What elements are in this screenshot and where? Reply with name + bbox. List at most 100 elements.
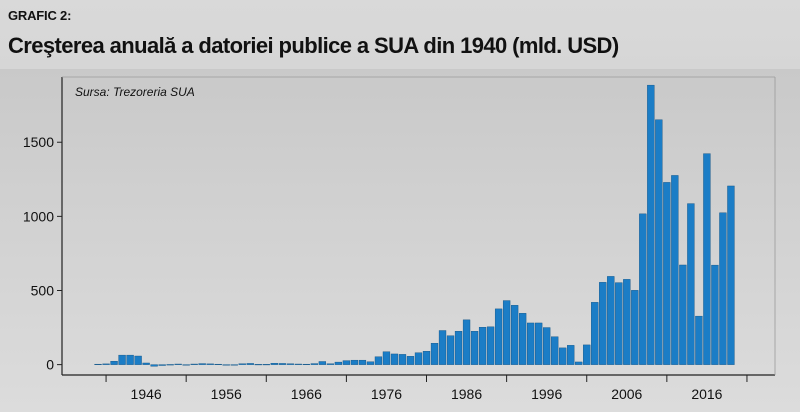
bar-1983 xyxy=(438,330,447,365)
bar-1982 xyxy=(430,343,439,365)
bar-1949 xyxy=(166,364,174,366)
bar-2004 xyxy=(607,276,615,365)
bar-1960 xyxy=(254,364,262,366)
figure-label: GRAFIC 2: xyxy=(8,8,72,23)
bar-1993 xyxy=(519,313,527,365)
bar-1968 xyxy=(318,361,327,365)
bar-1989 xyxy=(486,326,495,365)
x-tick-label: 1956 xyxy=(211,386,242,402)
bar-1962 xyxy=(270,363,278,365)
bar-1964 xyxy=(286,363,294,365)
bar-2018 xyxy=(719,212,727,365)
bar-1987 xyxy=(470,331,479,365)
bar-2009 xyxy=(647,84,655,365)
bar-1959 xyxy=(246,363,254,365)
bar-2003 xyxy=(599,282,607,365)
chart-panel: 0 500 1000 1500 1946 1956 1966 1976 1986 1996 200… xyxy=(0,69,800,412)
bar-1943 xyxy=(118,354,126,365)
bar-1955 xyxy=(214,363,222,365)
bar-1974 xyxy=(366,361,375,365)
bar-2011 xyxy=(663,182,671,365)
y-ticks-group: 0 500 1000 1500 xyxy=(23,134,62,373)
bar-2016 xyxy=(703,153,711,365)
bar-1985 xyxy=(454,331,463,365)
bar-1994 xyxy=(527,322,535,365)
bar-1996 xyxy=(543,327,551,365)
bar-1999 xyxy=(567,345,575,365)
bar-1967 xyxy=(310,363,319,365)
bar-1954 xyxy=(206,363,214,365)
x-tick-label: 1986 xyxy=(451,386,482,402)
bar-2019 xyxy=(727,185,735,365)
bar-1945 xyxy=(134,355,142,365)
bar-1956 xyxy=(222,364,230,366)
bar-1984 xyxy=(446,335,455,365)
bar-1946 xyxy=(142,362,150,365)
bar-1973 xyxy=(358,359,367,365)
bar-1971 xyxy=(342,360,351,365)
bar-1950 xyxy=(174,363,182,365)
bar-2007 xyxy=(631,290,639,365)
x-tick-label: 1976 xyxy=(371,386,402,402)
x-tick-label: 1966 xyxy=(291,386,322,402)
bar-2014 xyxy=(687,203,695,365)
bar-1988 xyxy=(478,327,487,365)
bar-1965 xyxy=(294,363,302,365)
bar-1979 xyxy=(406,356,415,365)
bar-1970 xyxy=(334,361,343,365)
bar-1992 xyxy=(510,305,519,365)
bar-1981 xyxy=(422,351,431,365)
x-tick-label: 1996 xyxy=(531,386,562,402)
bar-2005 xyxy=(615,282,623,365)
y-tick-label: 1000 xyxy=(23,208,54,224)
bar-1947 xyxy=(150,364,158,367)
bar-1940 xyxy=(94,363,102,365)
bar-1951 xyxy=(182,364,190,366)
bar-2012 xyxy=(671,175,679,365)
bar-1952 xyxy=(190,363,198,365)
y-tick-label: 1500 xyxy=(23,134,54,150)
bar-1948 xyxy=(158,364,166,366)
bar-chart: 0 500 1000 1500 1946 1956 1966 1976 1986 1996 200… xyxy=(23,76,776,402)
bar-1975 xyxy=(374,356,383,365)
bar-1957 xyxy=(230,364,238,366)
x-ticks-group: 1946 1956 1966 1976 1986 1996 2006 2016 xyxy=(105,375,748,402)
bar-1980 xyxy=(414,352,423,365)
source-note: Sursa: Trezoreria SUA xyxy=(75,85,195,99)
bar-2002 xyxy=(591,302,599,365)
bar-2001 xyxy=(583,344,591,365)
bar-2017 xyxy=(711,264,719,365)
bar-1998 xyxy=(559,347,567,365)
bar-2008 xyxy=(639,213,647,365)
bar-2010 xyxy=(655,119,663,365)
bar-1995 xyxy=(535,322,543,365)
bar-1944 xyxy=(126,354,134,365)
bar-1963 xyxy=(278,363,286,365)
bar-1941 xyxy=(102,363,110,365)
y-tick-label: 500 xyxy=(31,282,55,298)
bar-1953 xyxy=(198,363,206,365)
bar-1978 xyxy=(398,354,407,365)
bar-1969 xyxy=(326,363,335,365)
bar-1986 xyxy=(462,319,471,365)
bar-1972 xyxy=(350,359,359,365)
bar-1966 xyxy=(302,363,310,365)
bar-1942 xyxy=(110,361,118,365)
bar-2000 xyxy=(575,361,583,365)
bar-1990 xyxy=(494,308,503,365)
bar-1977 xyxy=(390,353,399,365)
bar-2006 xyxy=(623,279,631,365)
bar-1997 xyxy=(551,336,559,365)
y-tick-label: 0 xyxy=(46,357,54,373)
bar-2013 xyxy=(679,264,687,365)
bar-1991 xyxy=(502,300,511,365)
bar-1958 xyxy=(238,363,246,365)
bar-2015 xyxy=(695,315,703,365)
bar-1976 xyxy=(382,351,391,365)
x-tick-label: 2006 xyxy=(611,386,642,402)
bars-group xyxy=(94,84,735,367)
x-tick-label: 2016 xyxy=(691,386,722,402)
x-tick-label: 1946 xyxy=(131,386,162,402)
bar-1961 xyxy=(262,364,270,366)
chart-title: Creşterea anuală a datoriei publice a SU… xyxy=(8,33,619,58)
